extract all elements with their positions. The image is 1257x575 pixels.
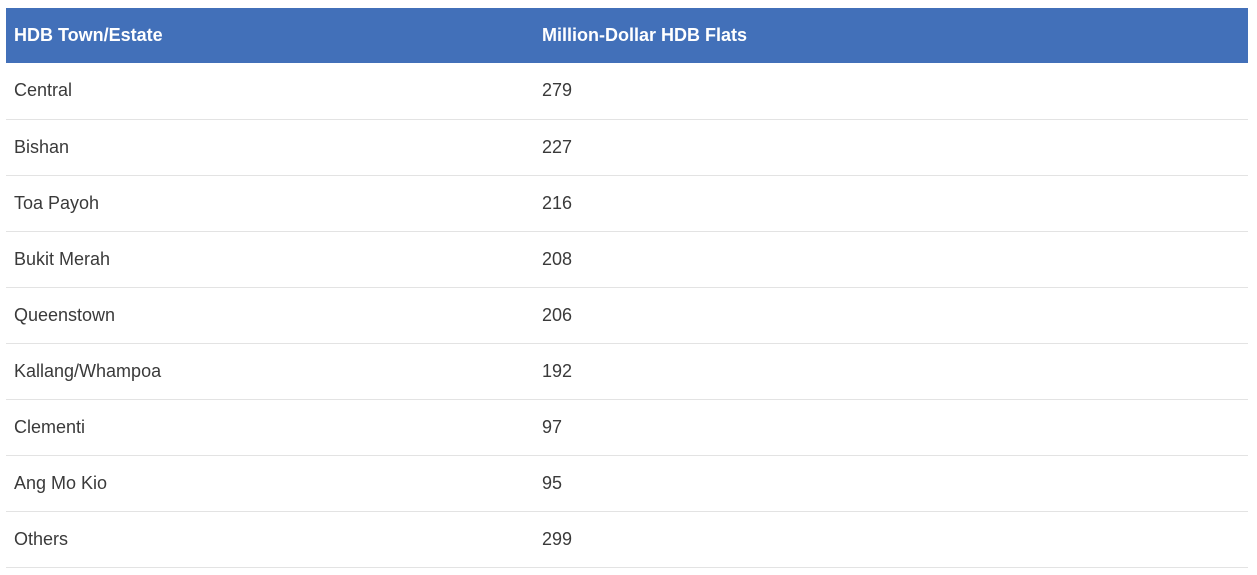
header-town-estate: HDB Town/Estate (14, 25, 163, 45)
cell-count: 208 (542, 248, 573, 269)
cell-count: 227 (542, 136, 573, 157)
cell-town: Bishan (14, 136, 70, 157)
header-row: HDB Town/Estate Million-Dollar HDB Flats (6, 8, 1248, 63)
cell-count: 192 (542, 360, 573, 381)
cell-town: Clementi (14, 416, 86, 437)
table-row: Bishan 227 (6, 119, 1248, 175)
cell-town: Toa Payoh (14, 192, 100, 213)
table-body: Central 279 Bishan 227 Toa Payoh 216 Buk… (6, 63, 1248, 567)
data-table-container: HDB Town/Estate Million-Dollar HDB Flats… (6, 8, 1248, 568)
table-row: Toa Payoh 216 (6, 175, 1248, 231)
cell-town: Queenstown (14, 304, 116, 325)
table-row: Queenstown 206 (6, 287, 1248, 343)
cell-count: 206 (542, 304, 573, 325)
table-row: Central 279 (6, 63, 1248, 119)
cell-town: Bukit Merah (14, 248, 111, 269)
cell-count: 279 (542, 80, 573, 101)
million-dollar-flats-table: HDB Town/Estate Million-Dollar HDB Flats… (6, 8, 1248, 568)
cell-town: Kallang/Whampoa (14, 360, 162, 381)
cell-town: Others (14, 528, 69, 549)
cell-town: Central (14, 80, 73, 101)
table-row: Others 299 (6, 511, 1248, 567)
header-million-dollar-flats: Million-Dollar HDB Flats (542, 25, 748, 45)
cell-count: 95 (542, 472, 563, 493)
table-header: HDB Town/Estate Million-Dollar HDB Flats (6, 8, 1248, 63)
cell-town: Ang Mo Kio (14, 472, 108, 493)
cell-count: 299 (542, 528, 573, 549)
cell-count: 97 (542, 416, 563, 437)
table-row: Clementi 97 (6, 399, 1248, 455)
table-row: Ang Mo Kio 95 (6, 455, 1248, 511)
cell-count: 216 (542, 192, 573, 213)
table-row: Bukit Merah 208 (6, 231, 1248, 287)
table-row: Kallang/Whampoa 192 (6, 343, 1248, 399)
